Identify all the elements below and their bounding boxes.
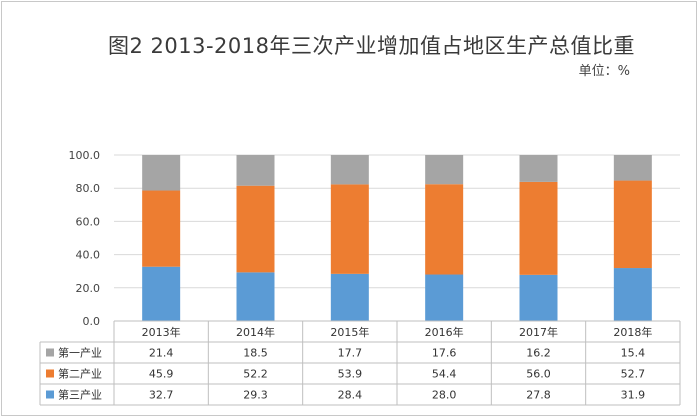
data-label: 32.7 <box>149 389 174 402</box>
y-tick-label: 100.0 <box>69 149 101 162</box>
bar-segment <box>142 190 181 267</box>
data-label: 27.8 <box>526 389 551 402</box>
bar-segment <box>142 266 181 321</box>
y-tick-label: 20.0 <box>76 282 101 295</box>
x-category-label: 2016年 <box>425 325 464 339</box>
unit-label: 单位：% <box>578 64 630 79</box>
legend-label: 第二产业 <box>58 367 102 381</box>
bar-segment <box>142 155 181 191</box>
y-tick-label: 80.0 <box>76 182 101 195</box>
bar-segment <box>519 181 558 275</box>
data-label: 52.2 <box>243 368 268 381</box>
data-label: 45.9 <box>149 368 174 381</box>
legend-key <box>46 369 54 378</box>
x-category-label: 2017年 <box>519 325 558 339</box>
data-label: 28.0 <box>432 389 457 402</box>
legend-key <box>46 348 54 357</box>
data-label: 28.4 <box>338 389 363 402</box>
data-label: 15.4 <box>621 347 646 360</box>
bar-segment <box>613 180 652 269</box>
bar-segment <box>330 155 369 185</box>
bar-segment <box>425 274 464 321</box>
data-label: 18.5 <box>243 347 268 360</box>
data-label: 17.7 <box>338 347 363 360</box>
chart-title: 图2 2013-2018年三次产业增加值占地区生产总值比重 <box>108 34 635 58</box>
data-label: 53.9 <box>338 368 363 381</box>
bar-segment <box>613 268 652 321</box>
bar-segment <box>425 184 464 275</box>
y-tick-label: 40.0 <box>76 249 101 262</box>
x-category-label: 2013年 <box>142 325 181 339</box>
bar-segment <box>236 155 275 186</box>
y-tick-label: 60.0 <box>76 215 101 228</box>
x-category-label: 2015年 <box>330 325 369 339</box>
bar-segment <box>236 272 275 321</box>
bar-segment <box>330 273 369 321</box>
bar-segment <box>519 155 558 182</box>
legend-label: 第一产业 <box>58 346 102 360</box>
y-tick-label: 0.0 <box>83 315 101 328</box>
legend-label: 第三产业 <box>58 388 102 402</box>
legend-key <box>46 390 54 399</box>
bar-segment <box>330 184 369 274</box>
bar-segment <box>425 155 464 185</box>
data-label: 56.0 <box>526 368 551 381</box>
data-label: 17.6 <box>432 347 457 360</box>
data-label: 21.4 <box>149 347 174 360</box>
data-label: 31.9 <box>621 389 646 402</box>
data-label: 16.2 <box>526 347 551 360</box>
bar-segment <box>613 155 652 181</box>
bar-segment <box>519 274 558 321</box>
bar-segment <box>236 185 275 273</box>
x-category-label: 2014年 <box>236 325 275 339</box>
data-label: 29.3 <box>243 389 268 402</box>
data-label: 52.7 <box>621 368 646 381</box>
x-category-label: 2018年 <box>613 325 652 339</box>
data-label: 54.4 <box>432 368 457 381</box>
